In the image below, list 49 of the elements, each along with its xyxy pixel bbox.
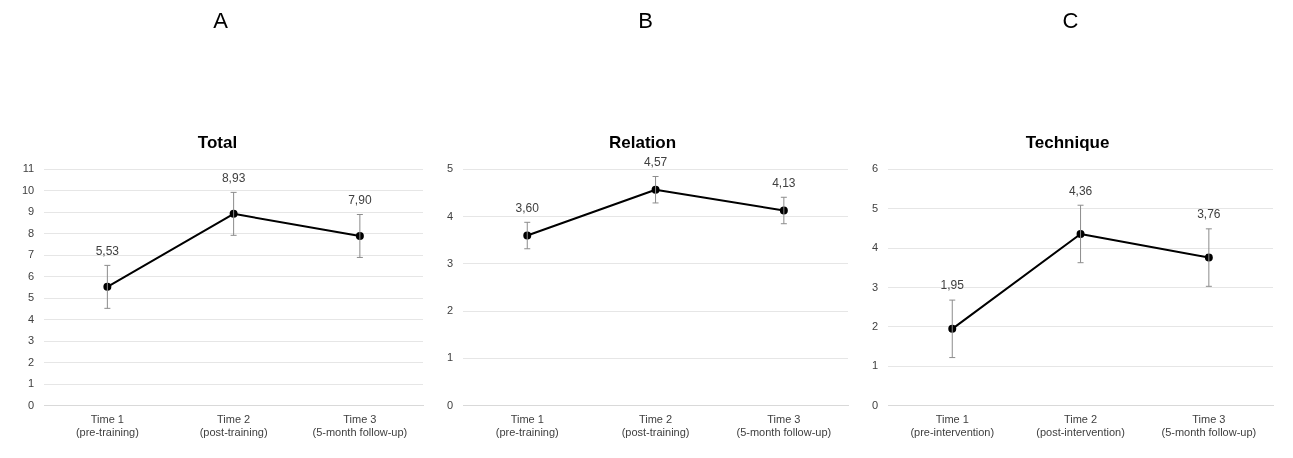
y-tick-label: 2 xyxy=(446,304,454,317)
chart-title: Technique xyxy=(1025,132,1110,152)
y-tick-label: 7 xyxy=(28,248,35,261)
y-tick-label: 0 xyxy=(446,398,454,411)
x-tick-label: Time 3 (5-month follow-up) xyxy=(736,413,832,439)
y-tick-label: 3 xyxy=(871,280,879,293)
chart-title: Relation xyxy=(608,132,677,152)
x-tick-label: Time 1 (pre-training) xyxy=(75,413,139,439)
y-tick-label: 0 xyxy=(28,398,35,411)
x-tick-label: Time 3 (5-month follow-up) xyxy=(1161,413,1257,439)
x-tick-label: Time 1 (pre-training) xyxy=(495,413,559,439)
y-tick-label: 2 xyxy=(871,319,879,332)
y-tick-label: 5 xyxy=(446,162,454,175)
y-tick-label: 9 xyxy=(28,205,35,218)
y-tick-label: 1 xyxy=(871,359,879,372)
x-tick-label: Time 2 (post-training) xyxy=(621,413,690,439)
y-tick-label: 6 xyxy=(28,269,35,282)
y-tick-label: 6 xyxy=(871,162,879,175)
x-tick-label: Time 1 (pre-intervention) xyxy=(910,413,995,439)
text: C xyxy=(1062,8,1079,35)
y-tick-label: 3 xyxy=(28,334,35,347)
y-tick-label: 8 xyxy=(28,226,35,239)
data-label: 5,53 xyxy=(95,243,120,258)
y-tick-label: 0 xyxy=(871,398,879,411)
data-label: 4,13 xyxy=(772,175,796,190)
data-label: 3,60 xyxy=(515,200,540,215)
data-label: 1,95 xyxy=(940,278,965,293)
y-tick-label: 1 xyxy=(28,377,35,390)
y-tick-label: 5 xyxy=(28,291,35,304)
y-tick-label: 4 xyxy=(446,209,454,222)
y-tick-label: 2 xyxy=(28,355,35,368)
data-label: 4,57 xyxy=(643,154,668,169)
y-tick-label: 5 xyxy=(871,201,879,214)
y-tick-label: 10 xyxy=(21,183,35,196)
text: A xyxy=(213,8,228,35)
data-label: 7,90 xyxy=(348,192,372,207)
data-label: 4,36 xyxy=(1068,183,1093,198)
y-tick-label: 1 xyxy=(446,351,454,364)
chart-title: Total xyxy=(197,132,238,152)
data-label: 3,76 xyxy=(1197,207,1221,222)
y-tick-label: 3 xyxy=(446,256,454,269)
x-tick-label: Time 2 (post-intervention) xyxy=(1036,413,1125,439)
data-label: 8,93 xyxy=(221,170,246,185)
y-tick-label: 11 xyxy=(22,162,35,175)
y-tick-label: 4 xyxy=(871,241,879,254)
x-tick-label: Time 3 (5-month follow-up) xyxy=(312,413,408,439)
text: B xyxy=(638,8,653,35)
x-tick-label: Time 2 (post-training) xyxy=(199,413,268,439)
y-tick-label: 4 xyxy=(28,312,35,325)
